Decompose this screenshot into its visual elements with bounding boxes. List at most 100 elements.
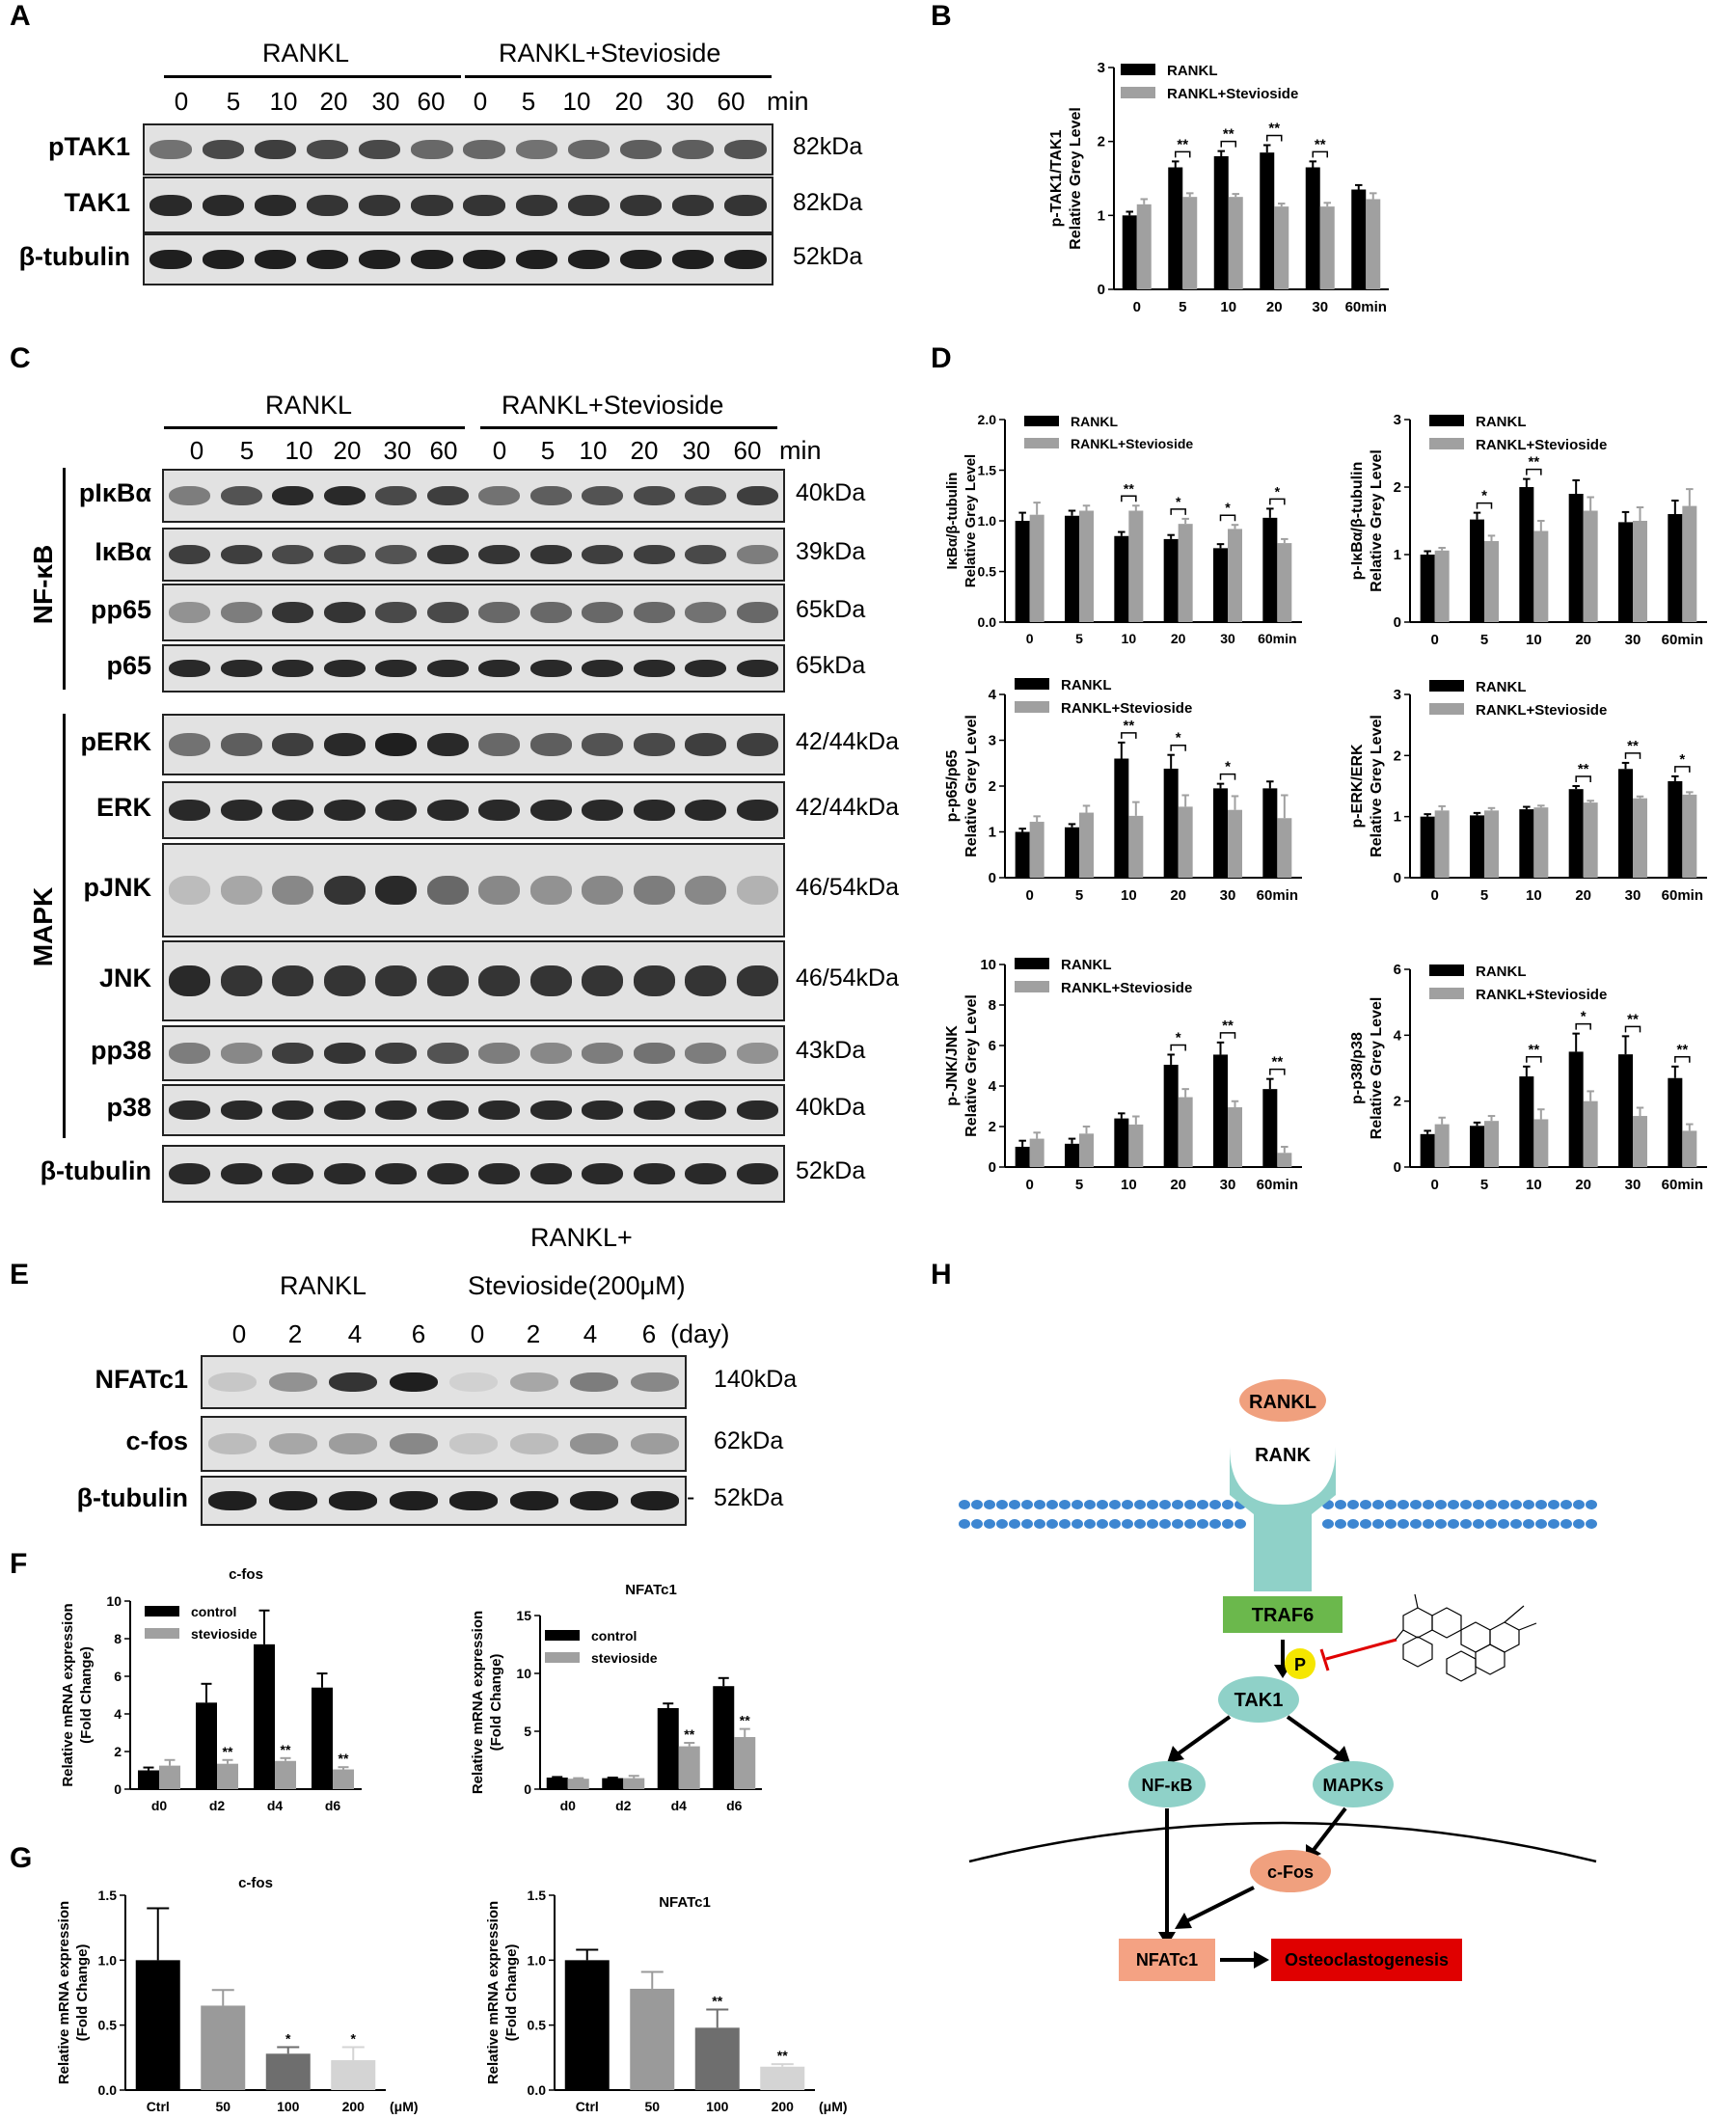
significance-bracket: [1526, 468, 1542, 475]
x-tick-label: Ctrl: [147, 2099, 170, 2114]
lipid-head: [1435, 1519, 1447, 1529]
chart-d-pp38: 0 2 4 6 p-p38/p38 Relative Grey Level 0 5 10 ** 20…: [1349, 962, 1707, 1193]
stevioside-structure: [1395, 1593, 1537, 1682]
time-label: 4: [583, 1319, 598, 1348]
legend-swatch: [1015, 981, 1049, 992]
molecular-weight-label: 39kDa: [796, 538, 866, 565]
blot-band: [736, 799, 778, 822]
significance-bracket: [1170, 744, 1186, 751]
blot-band: [208, 1433, 258, 1454]
bar: [1682, 1130, 1697, 1167]
bar: [1163, 538, 1179, 622]
blot-band: [208, 1491, 258, 1510]
lipid-head: [1586, 1519, 1597, 1529]
legend-label: RANKL+Stevioside: [1476, 437, 1607, 453]
blot-band: [478, 1100, 521, 1120]
legend-swatch: [1121, 87, 1155, 98]
legend-swatch: [1024, 416, 1059, 426]
y-tick-label: 1.0: [98, 1952, 118, 1968]
x-tick-label: 200: [772, 2099, 795, 2114]
bar: [1470, 1126, 1484, 1167]
x-tick-label: 5: [1480, 887, 1488, 904]
blot-band: [724, 140, 767, 159]
blot-band: [736, 544, 778, 565]
blot-band: [426, 876, 469, 905]
x-tick-label: 0: [1430, 632, 1438, 648]
bar: [1484, 541, 1499, 622]
y-tick-label: 6: [114, 1669, 122, 1684]
blot-band: [529, 544, 572, 565]
y-axis-label: Relative mRNA expression: [56, 1901, 72, 2084]
legend-swatch: [1429, 680, 1464, 692]
legend-label: RANKL+Stevioside: [1071, 436, 1193, 451]
lipid-head: [1159, 1519, 1171, 1529]
x-tick-label: d4: [671, 1798, 688, 1813]
y-tick-label: 10: [106, 1593, 122, 1609]
x-tick-label: 60min: [1662, 887, 1703, 904]
x-tick-label: 200: [342, 2099, 366, 2114]
blot-band: [359, 250, 401, 269]
blot-band: [685, 965, 727, 996]
blot-band: [272, 485, 314, 506]
blot-band: [411, 250, 453, 269]
bar: [1065, 515, 1079, 622]
blot-band: [619, 194, 663, 216]
bar: [1029, 822, 1044, 878]
time-label: 20: [614, 87, 643, 116]
arrow-cfos-nfatc1: [1185, 1886, 1255, 1923]
x-tick-label: 60min: [1258, 631, 1296, 646]
chart-title: NFATc1: [659, 1894, 711, 1911]
blot-band: [570, 1433, 619, 1454]
y-tick-label: 1: [1394, 809, 1401, 826]
arrow-tak1-nfkb: [1177, 1715, 1232, 1755]
blot-band: [529, 1043, 572, 1064]
blot-band: [633, 485, 675, 506]
bar: [1128, 815, 1144, 878]
bar: [1015, 1147, 1030, 1167]
lipid-head: [1560, 1500, 1572, 1509]
time-label: 60: [717, 87, 746, 116]
bar: [1122, 215, 1137, 289]
significance-mark: **: [223, 1744, 233, 1759]
bar: [217, 1763, 238, 1789]
blot-band: [685, 601, 727, 624]
chart-title: c-fos: [238, 1875, 273, 1891]
y-axis-label: p-TAK1/TAK1: [1048, 130, 1065, 228]
bar: [1260, 152, 1275, 289]
blot-band: [685, 876, 727, 905]
bar: [275, 1760, 296, 1789]
lipid-head: [1034, 1500, 1045, 1509]
lipid-head: [1034, 1519, 1045, 1529]
blot-band: [272, 1162, 314, 1185]
bar: [196, 1702, 217, 1789]
group-label-rankl: RANKL: [265, 391, 353, 420]
blot-band: [268, 1433, 317, 1454]
lipid-head: [1134, 1519, 1146, 1529]
bar: [1079, 812, 1094, 878]
legend-swatch: [545, 1630, 580, 1641]
panel-h-pathway-diagram: RANKL RANK TRAF6 TAK1 P NF-κB MAPKs c-Fo…: [959, 1379, 1597, 1981]
bar: [1351, 189, 1367, 289]
lipid-head: [1172, 1519, 1183, 1529]
x-tick-label: 30: [1625, 887, 1641, 904]
lipid-head: [1535, 1500, 1547, 1509]
legend-label: RANKL: [1061, 957, 1112, 973]
y-tick-label: 2: [114, 1744, 122, 1759]
arrowhead-nfatc1-osteo: [1254, 1951, 1269, 1969]
bar: [602, 1778, 624, 1789]
blot-band: [323, 1100, 366, 1120]
significance-mark: *: [1275, 483, 1281, 499]
significance-bracket: [1674, 766, 1691, 773]
significance-bracket: [1575, 1022, 1591, 1030]
significance-mark: *: [351, 2031, 357, 2047]
blot-band: [449, 1372, 499, 1393]
blot-band: [169, 544, 211, 565]
lipid-head: [1234, 1519, 1246, 1529]
bar: [1420, 816, 1435, 878]
bar: [135, 1960, 180, 2090]
y-tick-label: 0.0: [98, 2082, 118, 2098]
time-label: 60: [733, 436, 762, 465]
blot-band: [389, 1491, 438, 1510]
bar: [760, 2066, 805, 2090]
blot-band: [633, 601, 675, 624]
